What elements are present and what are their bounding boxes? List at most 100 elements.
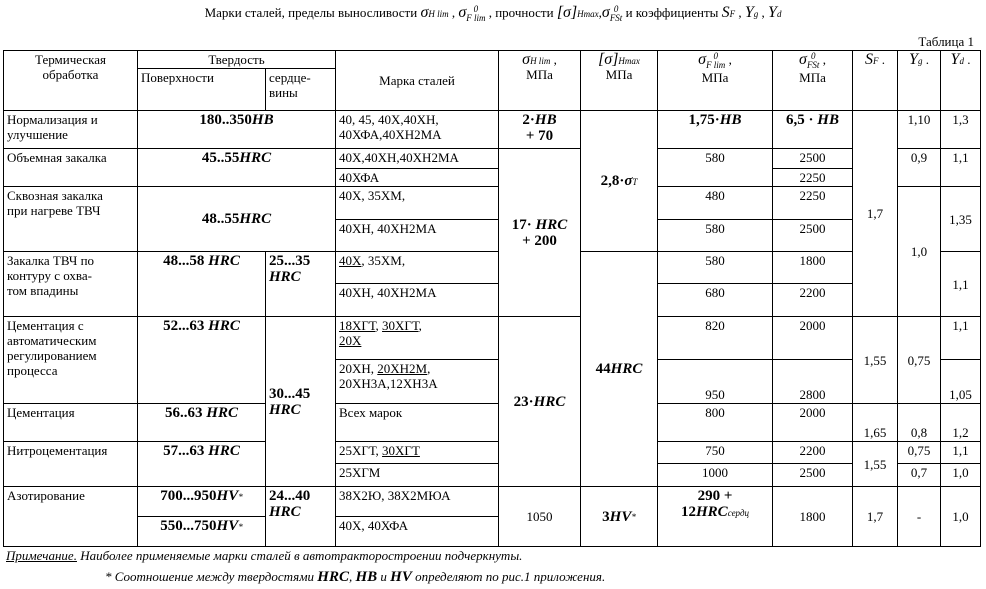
cell: 24...40 HRC <box>265 486 336 547</box>
cell: 6,5 · HB <box>772 110 853 149</box>
text: 30ХГТ <box>382 443 420 458</box>
text: 48...58 <box>163 253 209 269</box>
superscript: 0 <box>713 51 718 62</box>
script: Hmax <box>618 56 640 66</box>
row: Цементация с автоматическим регулировани… <box>3 316 981 487</box>
header-cell: σ 0 FSt , МПа <box>772 50 853 111</box>
text: , <box>418 318 422 333</box>
script: Hmax <box>577 8 599 19</box>
text: Азотирование <box>7 488 85 503</box>
row: Сквозная закалка при нагреве ТВЧ 48..55H… <box>3 186 981 317</box>
cell: 20ХН, 20ХН2М, 20ХН3А,12ХН3А <box>335 359 499 404</box>
text: , 35ХМ, <box>361 253 406 268</box>
subscript: H lim <box>530 55 551 66</box>
script: * <box>238 521 243 532</box>
text: 20Х <box>339 333 362 348</box>
text: 1,55 <box>863 352 887 368</box>
row: Объемная закалка 45..55HRC 40Х,40ХН,40ХН… <box>3 148 981 317</box>
cell: 40Х,40ХН,40ХН2МА <box>335 148 499 169</box>
text: σ <box>799 51 807 68</box>
text: 1,0 <box>952 465 969 480</box>
script: g <box>754 9 759 19</box>
text: HRC <box>206 405 238 421</box>
text: HRC <box>208 253 240 269</box>
subscript: Hmax <box>577 8 599 19</box>
cell: 1,1 <box>940 441 981 464</box>
text: Твердость <box>208 52 265 67</box>
row: 20ХН, 20ХН2М, 20ХН3А,12ХН3А 950 2800 1,0… <box>4 359 981 404</box>
text: 40Х, 35ХМ, <box>339 188 406 203</box>
cell: 40, 45, 40Х,40ХН, 40ХФА,40ХН2МА <box>335 110 499 149</box>
text: HB <box>251 112 274 128</box>
text: HRC <box>696 504 728 520</box>
cell: 2·HB + 70 <box>498 110 581 149</box>
text: Цементация <box>7 405 75 420</box>
cell: 40ХН, 40ХН2МА <box>335 219 499 252</box>
header-row: Термическая обработка Твердость Марка ст… <box>3 50 981 111</box>
text: Y <box>950 51 960 68</box>
superscript: 0 <box>473 4 479 15</box>
cell: 1,35 <box>940 186 981 252</box>
text: σ <box>624 173 633 189</box>
text: определяют по рис.1 приложения. <box>411 569 606 584</box>
subscript: d <box>959 55 964 66</box>
script: * <box>631 513 636 522</box>
text: 2250 <box>799 170 826 185</box>
text: 40ХН, 40ХН2МА <box>339 221 437 236</box>
text: HV <box>216 518 239 534</box>
cell: 580 <box>657 148 773 187</box>
script: сердц <box>728 508 749 518</box>
text: 1,05 <box>949 387 972 402</box>
text: 580 <box>705 253 725 268</box>
cell: 44HRC <box>580 251 658 487</box>
row: 40ХН, 40ХН2МА 580 2500 <box>4 219 981 252</box>
text: σ <box>698 51 707 68</box>
cell: 2500 <box>772 463 853 487</box>
text: 180..350 <box>199 112 252 128</box>
script: H lim <box>530 55 551 66</box>
cell: 1800 <box>772 251 853 284</box>
row: Закалка ТВЧ по контуру с охва- том впади… <box>3 251 981 487</box>
cell: Азотирование <box>3 486 138 547</box>
cell: 800 <box>657 403 773 442</box>
text: 40Х,40ХН,40ХН2МА <box>339 150 459 165</box>
text: 1,1 <box>952 443 969 458</box>
text: 820 <box>705 318 725 333</box>
text: 23· <box>513 393 534 410</box>
text: 550...750 <box>160 518 217 534</box>
text: σ <box>420 4 429 21</box>
subscript: F lim <box>466 13 486 24</box>
text: , прочности <box>485 5 557 20</box>
cell: 57...63 HRC <box>137 441 266 487</box>
text: , МПа <box>701 52 732 86</box>
text: Всех марок <box>339 405 403 420</box>
cell: 1,05 <box>940 359 981 404</box>
cell: Сквозная закалка при нагреве ТВЧ <box>3 186 138 252</box>
text: , <box>758 5 769 20</box>
subscript: d <box>776 8 782 19</box>
text: 290 + 12 <box>681 488 733 520</box>
text: 1050 <box>526 509 553 524</box>
text: 1,0 <box>910 244 928 259</box>
text: , <box>348 569 356 584</box>
text: 20ХН2М <box>377 361 428 376</box>
text: 1,65 <box>863 425 887 440</box>
text: 0,7 <box>910 465 928 480</box>
text: HRC <box>208 318 240 334</box>
script: H lim <box>428 9 448 19</box>
text: , МПа <box>799 52 826 86</box>
text: 1000 <box>702 465 728 480</box>
superscript: * <box>238 521 243 532</box>
text: 2500 <box>799 465 826 480</box>
cell: 0,75 <box>897 316 941 404</box>
text: . <box>878 52 885 67</box>
text: 40ХН, 40ХН2МА <box>339 285 437 300</box>
text: Y <box>909 51 918 68</box>
cell: 1,55 <box>852 441 898 487</box>
text: 25ХГМ <box>339 465 381 480</box>
text: , <box>735 5 745 20</box>
superscript: * <box>238 491 243 502</box>
text: 20ХН, <box>339 361 378 376</box>
